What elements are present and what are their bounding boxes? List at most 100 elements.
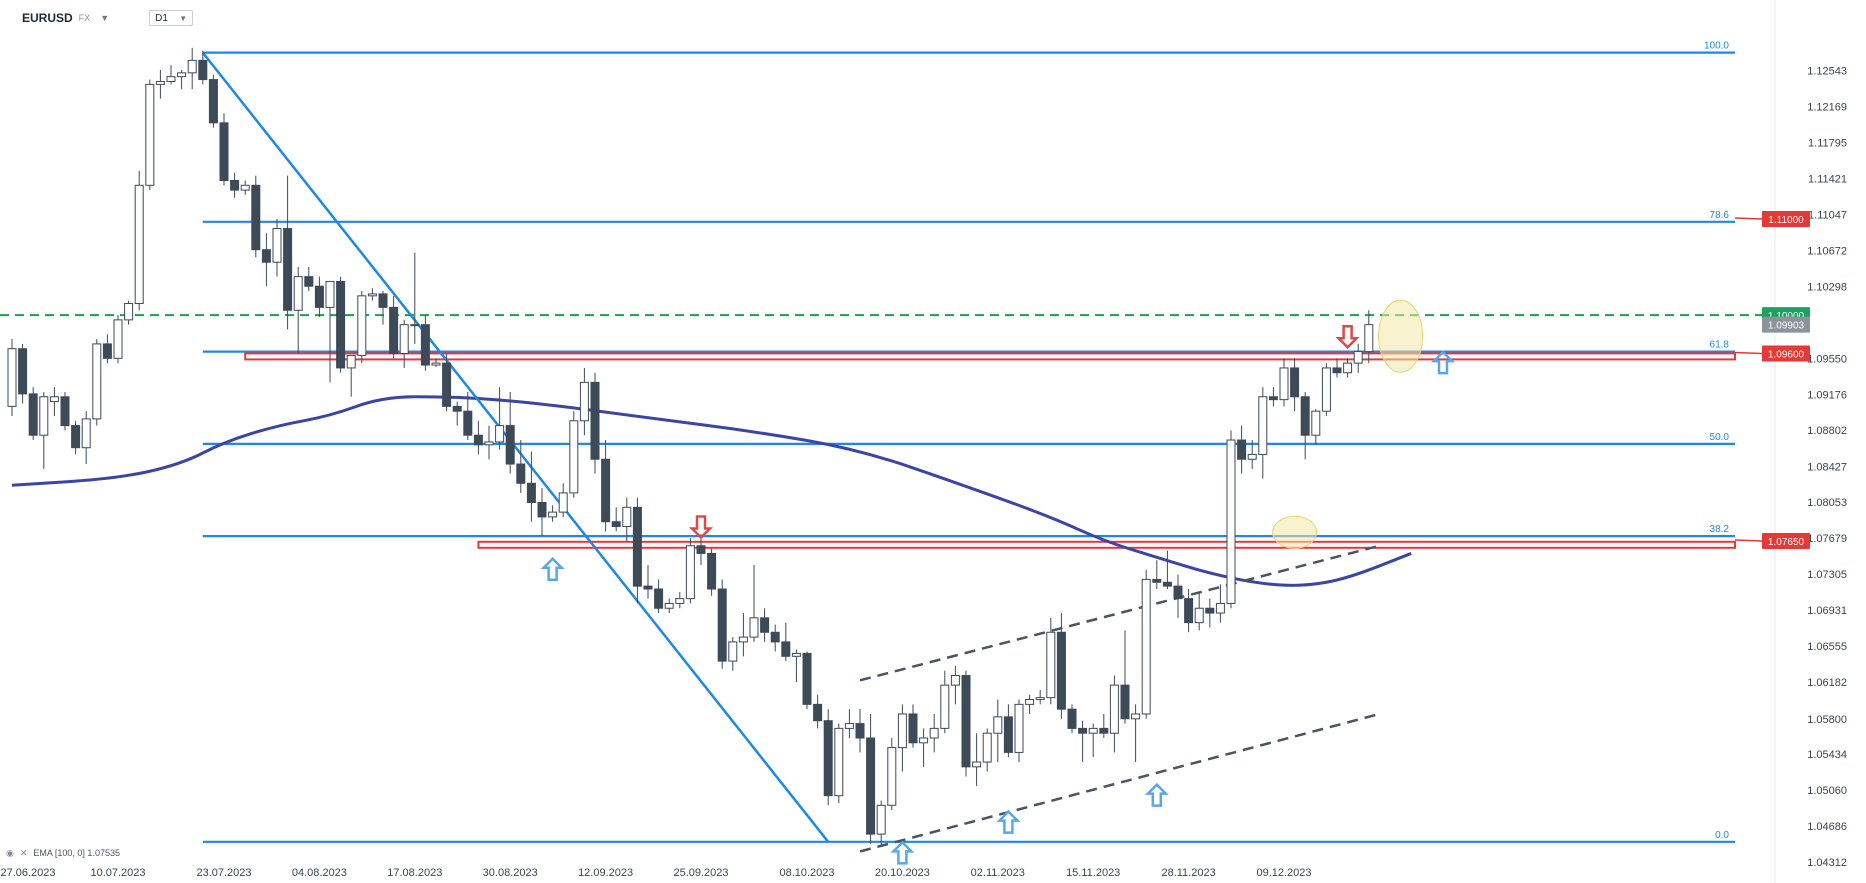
candle-body xyxy=(60,396,70,427)
candle xyxy=(113,315,123,364)
candle-body xyxy=(1067,708,1077,729)
fib-level-label: 61.8 xyxy=(1710,340,1730,351)
candle xyxy=(717,579,727,669)
candle xyxy=(1364,310,1374,364)
price-tick-label: 1.06182 xyxy=(1807,677,1847,689)
candle xyxy=(940,670,950,734)
candle-body xyxy=(230,179,240,191)
candle-body xyxy=(696,545,706,554)
candle-body xyxy=(1131,713,1141,720)
candle xyxy=(505,391,515,474)
candle-body xyxy=(1025,699,1035,705)
candle-body xyxy=(1279,367,1289,401)
eye-icon[interactable]: ◉ xyxy=(6,848,14,858)
arrow-down-icon xyxy=(688,515,714,540)
candle-body xyxy=(940,684,950,729)
candle xyxy=(1173,574,1183,618)
candle xyxy=(219,113,229,186)
chevron-down-icon[interactable]: ▼ xyxy=(100,13,110,23)
badge-box xyxy=(1762,532,1810,549)
candle-body xyxy=(887,747,897,806)
candle-body xyxy=(802,652,812,705)
candle xyxy=(473,420,483,455)
candle xyxy=(39,391,49,469)
candle xyxy=(1237,425,1247,474)
candle-body xyxy=(908,713,918,744)
candle xyxy=(1162,550,1172,590)
candle xyxy=(897,704,907,772)
price-tick-label: 1.12169 xyxy=(1807,102,1847,114)
candle-body xyxy=(961,675,971,768)
candle xyxy=(1205,598,1215,628)
candle xyxy=(601,440,611,532)
candle xyxy=(1067,704,1077,734)
candle xyxy=(1279,358,1289,407)
candle xyxy=(1353,343,1363,373)
candle-body xyxy=(208,79,218,124)
candle-body xyxy=(39,396,49,436)
candle-body xyxy=(982,732,992,763)
candle xyxy=(389,295,399,359)
candle-body xyxy=(526,482,536,504)
candle-body xyxy=(1109,684,1119,734)
candle xyxy=(145,79,155,191)
candle-body xyxy=(336,280,346,369)
candle xyxy=(696,534,706,565)
highlight-ellipse xyxy=(1378,299,1424,373)
candle xyxy=(643,564,653,599)
candle xyxy=(516,440,526,493)
price-tick-label: 1.10672 xyxy=(1807,245,1847,257)
candle xyxy=(1025,694,1035,714)
candle xyxy=(1141,569,1151,719)
symbol-name[interactable]: EURUSD xyxy=(22,11,73,25)
candle xyxy=(272,218,282,277)
candle-body xyxy=(1364,324,1374,353)
candle-body xyxy=(993,716,1003,734)
candle-body xyxy=(738,636,748,643)
time-tick-label: 28.11.2023 xyxy=(1161,867,1215,879)
candle xyxy=(823,709,833,806)
price-tick-label: 1.04686 xyxy=(1807,821,1847,833)
candle-body xyxy=(420,324,430,366)
price-tick-label: 1.08053 xyxy=(1807,497,1847,509)
candle xyxy=(950,665,960,705)
time-axis: 27.06.2023 10.07.2023 23.07.2023 04.08.2023… xyxy=(0,867,1311,879)
candle xyxy=(961,670,971,777)
candle-body xyxy=(1205,607,1215,614)
candle-body xyxy=(378,293,388,308)
candle-body xyxy=(92,343,102,420)
close-icon[interactable]: ✕ xyxy=(19,848,28,858)
candle xyxy=(378,291,388,325)
candle xyxy=(124,300,134,325)
price-tick-label: 1.04312 xyxy=(1807,857,1847,869)
time-tick-label: 02.11.2023 xyxy=(971,867,1025,879)
candle-body xyxy=(855,723,865,739)
candle-body xyxy=(760,617,770,633)
candle-body xyxy=(558,492,568,513)
candle-body xyxy=(1353,351,1363,364)
candle xyxy=(71,420,81,455)
candle-body xyxy=(1300,396,1310,436)
candle xyxy=(1078,720,1088,763)
candle xyxy=(1300,391,1310,460)
candle xyxy=(855,709,865,753)
fibonacci-levels: 100.0 78.6 61.8 50.0 38.2 0.0 xyxy=(202,41,1735,843)
candle xyxy=(304,267,314,292)
candle xyxy=(1184,589,1194,633)
timeframe-select[interactable]: D1 ▼ xyxy=(149,10,194,26)
candle-body xyxy=(1003,716,1013,753)
candle xyxy=(526,451,536,522)
candle-body xyxy=(1247,453,1257,460)
candle-body xyxy=(707,552,717,590)
candle-body xyxy=(1141,578,1151,715)
price-tick-label: 1.11047 xyxy=(1808,209,1847,221)
time-tick-label: 10.07.2023 xyxy=(90,867,145,879)
exchange-label: FX xyxy=(78,13,91,23)
candle-body xyxy=(166,76,176,82)
candle-body xyxy=(495,425,505,443)
price-tick-label: 1.11795 xyxy=(1808,138,1847,150)
time-tick-label: 17.08.2023 xyxy=(387,867,442,879)
candle-body xyxy=(1099,727,1109,734)
candle-body xyxy=(601,458,611,523)
